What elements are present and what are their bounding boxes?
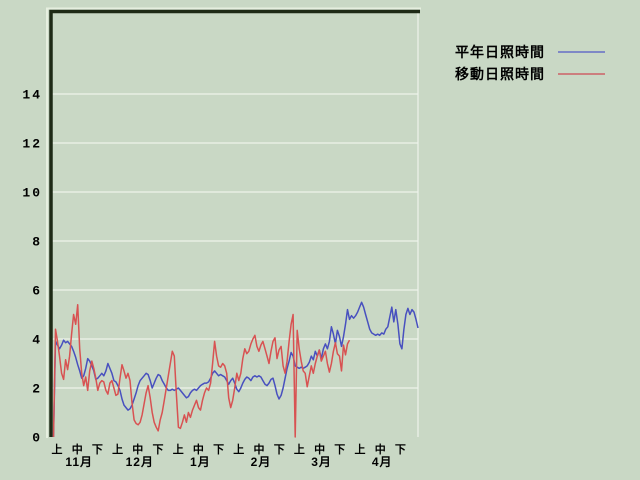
- chart-legend: 平年日照時間 移動日照時間: [455, 43, 605, 82]
- x-tick-label: 上: [173, 442, 184, 456]
- x-tick-label: 上: [52, 442, 63, 456]
- axis-border-highlight: [46, 7, 421, 438]
- x-tick-label: 上: [112, 442, 123, 456]
- x-month-label: 3月: [311, 455, 332, 469]
- legend-item-idou: 移動日照時間: [455, 65, 605, 82]
- x-tick-label: 下: [395, 443, 406, 456]
- legend-swatch-red-line: [558, 72, 605, 75]
- x-month-label: 11月: [65, 455, 93, 469]
- x-tick-label: 下: [153, 443, 164, 456]
- x-tick-label: 中: [132, 442, 143, 456]
- y-axis-labels: 0 2 4 6 8 10 12 14: [22, 88, 42, 446]
- y-tick-label: 0: [32, 431, 42, 446]
- x-tick-label: 中: [193, 442, 204, 456]
- x-month-label: 12月: [126, 455, 154, 469]
- x-axis-labels: 上中下11月上中下12月上中下1月上中下2月上中下3月上中下4月: [52, 442, 406, 469]
- y-tick-label: 2: [32, 382, 42, 397]
- y-tick-label: 4: [32, 333, 42, 348]
- x-tick-label: 上: [355, 442, 366, 456]
- x-month-label: 4月: [372, 455, 393, 469]
- x-tick-label: 上: [233, 442, 244, 456]
- legend-item-heinen: 平年日照時間: [455, 43, 605, 60]
- legend-swatch-blue-line: [558, 50, 605, 53]
- axis-border: [49, 9, 420, 437]
- x-tick-label: 中: [72, 442, 83, 456]
- x-month-label: 1月: [190, 455, 211, 469]
- y-tick-label: 6: [32, 284, 42, 299]
- x-tick-label: 下: [334, 443, 345, 456]
- x-tick-label: 上: [294, 442, 305, 456]
- y-tick-label: 8: [32, 235, 42, 250]
- y-tick-label: 12: [22, 137, 42, 152]
- series-line-heinen: [52, 301, 419, 438]
- gridlines: [51, 93, 418, 389]
- x-tick-label: 中: [254, 442, 265, 456]
- legend-label-heinen: 平年日照時間: [455, 43, 545, 60]
- legend-label-idou: 移動日照時間: [455, 65, 545, 82]
- x-tick-label: 下: [274, 443, 285, 456]
- y-tick-label: 10: [22, 186, 42, 201]
- x-tick-label: 下: [92, 443, 103, 456]
- x-tick-label: 下: [213, 443, 224, 456]
- series-line-idou: [52, 303, 351, 438]
- x-tick-label: 中: [314, 442, 325, 456]
- x-month-label: 2月: [251, 455, 272, 469]
- y-tick-label: 14: [22, 88, 42, 103]
- x-tick-label: 中: [375, 442, 386, 456]
